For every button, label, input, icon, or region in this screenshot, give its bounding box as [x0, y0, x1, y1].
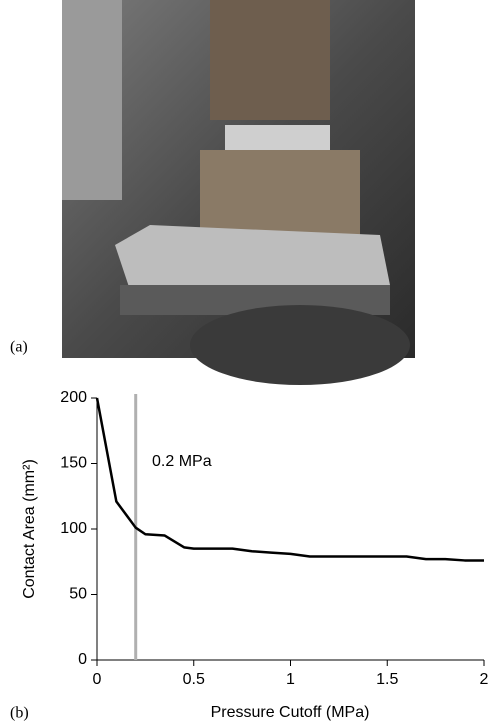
data-line — [95, 397, 484, 562]
x-tick-label: 2 — [480, 671, 489, 688]
photo — [62, 0, 415, 385]
panel-label: (a) — [10, 339, 28, 356]
panel-label: (b) — [10, 705, 29, 722]
y-tick-label: 100 — [60, 520, 87, 537]
x-tick-label: 0 — [93, 671, 102, 688]
x-axis-title: Pressure Cutoff (MPa) — [211, 704, 370, 721]
y-tick-label: 200 — [60, 389, 87, 406]
x-tick-label: 1.5 — [376, 671, 398, 688]
y-tick-label: 150 — [60, 455, 87, 472]
x-tick-label: 1 — [286, 671, 295, 688]
y-axis-title: Contact Area (mm²) — [21, 459, 38, 599]
annotation: 0.2 MPa — [152, 453, 212, 470]
x-tick-label: 0.5 — [183, 671, 205, 688]
y-tick-label: 50 — [69, 586, 87, 603]
y-tick-label: 0 — [78, 651, 87, 668]
